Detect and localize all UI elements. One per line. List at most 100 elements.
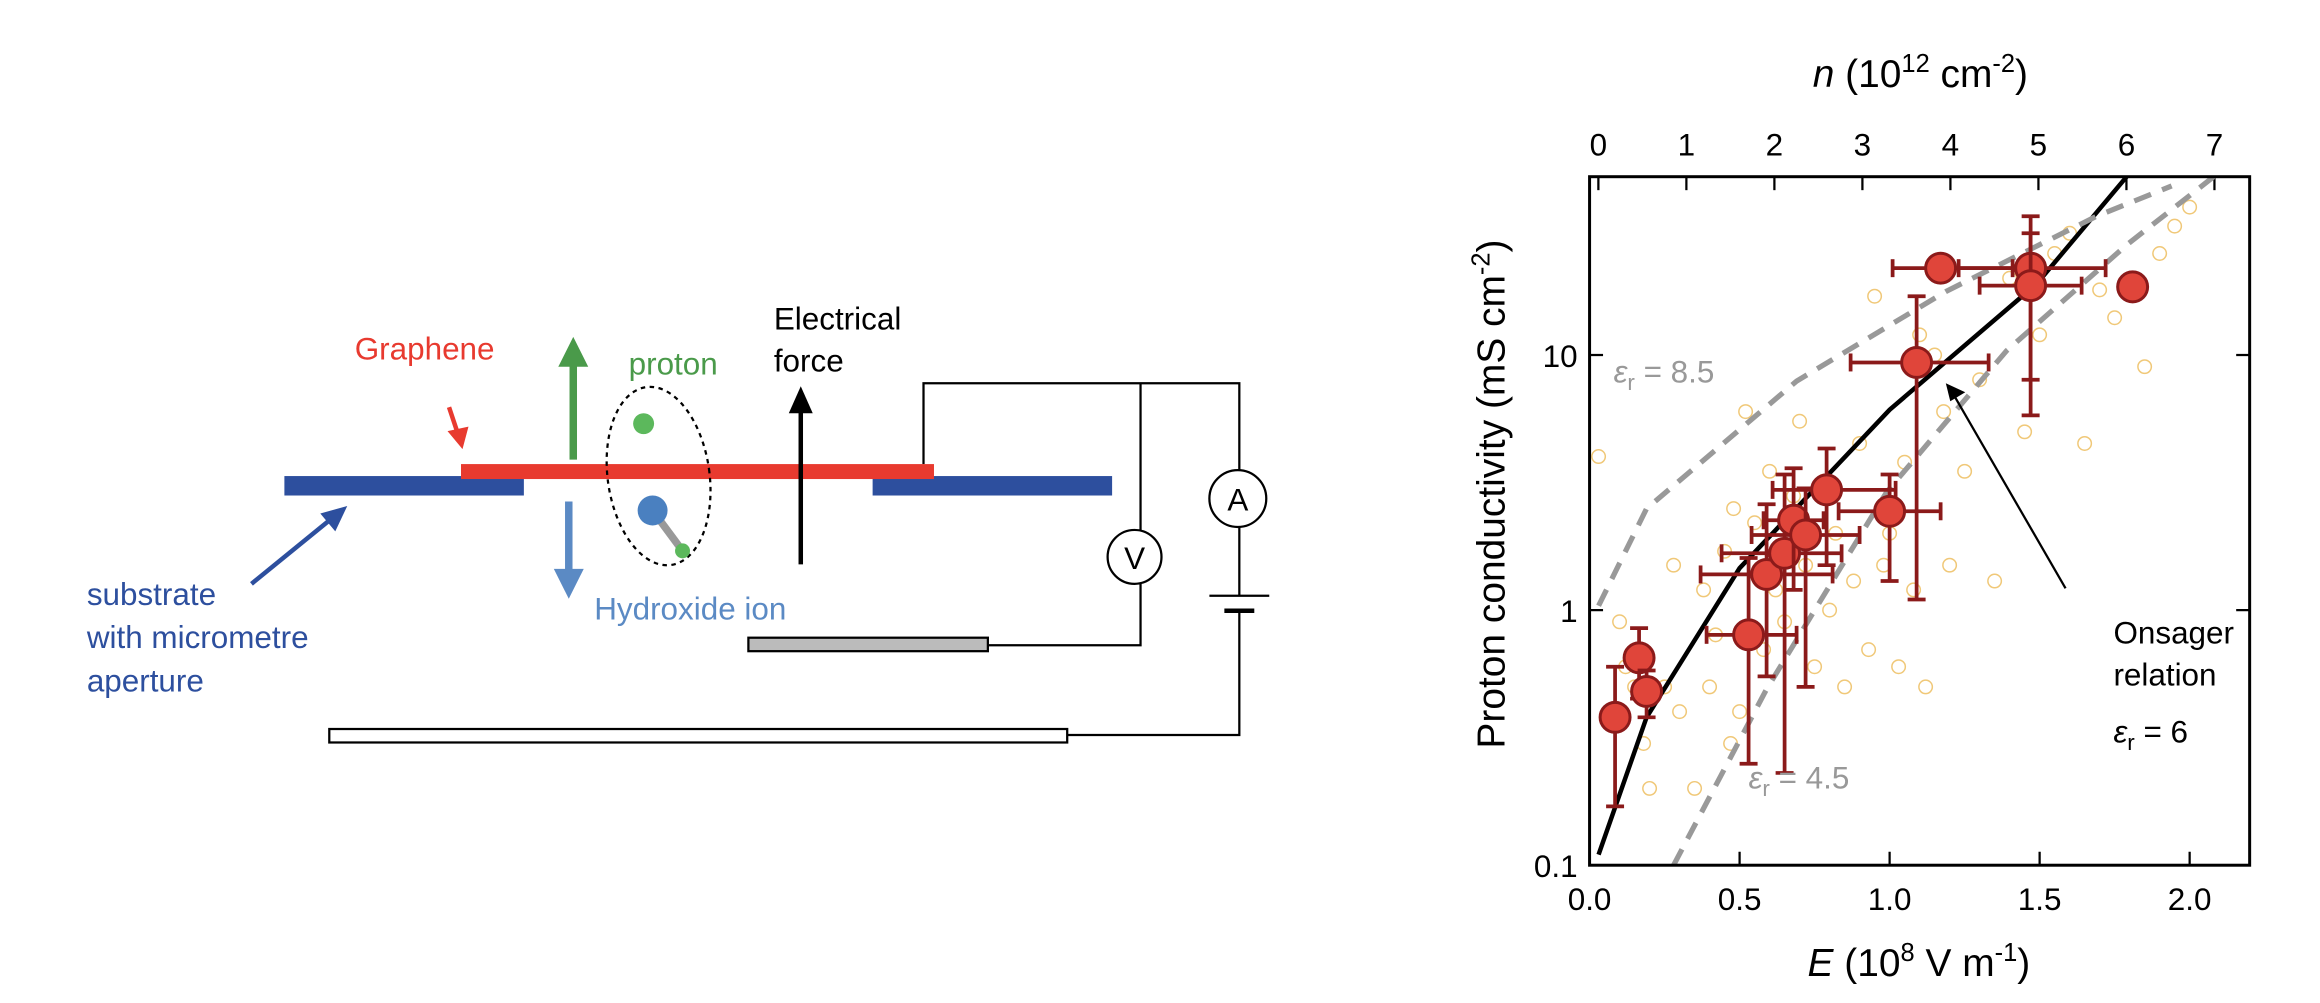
point [1792,413,1808,429]
t: cm [1930,53,1993,96]
hydrogen [675,543,691,559]
point [2182,199,2198,215]
point [1756,642,1772,658]
label: Hydroxide ion [594,592,786,627]
symbol: ε [1749,760,1764,795]
t: E [1807,942,1834,985]
t: -1 [1995,939,2018,967]
text: = 4.5 [1770,760,1850,795]
point [2017,424,2033,440]
plot-frame [1588,175,2252,867]
x-axis-label: E (108 V m-1) [1807,939,2030,985]
x2-axis-label: n (1012 cm-2) [1813,50,2028,96]
x2-tick-label: 2 [1766,128,1783,163]
point [1789,518,1823,552]
t: 8 [1900,939,1914,967]
point [1867,288,1883,304]
electrode [328,727,1069,744]
point [1891,659,1907,675]
text: = 8.5 [1635,355,1715,390]
x2-tick-label: 7 [2206,128,2223,163]
point [1747,515,1763,531]
arrow-head [447,426,469,450]
point [1630,674,1664,708]
symbol: ε [2113,714,2128,749]
t: ) [1470,239,1513,252]
t: ) [2015,53,2028,96]
point [2032,327,2048,343]
x-tick-label: 0.5 [1718,882,1762,917]
arrow-head [788,386,813,414]
curve [1671,176,2216,866]
label: force [774,343,844,378]
arrow-head [553,568,584,599]
point [1900,345,1934,379]
subscript: r [2127,730,2135,755]
annotation: εr = 8.5 [1614,355,1715,395]
point [1906,582,1922,598]
proton [633,413,655,435]
point [2167,218,2183,234]
point [1837,679,1853,695]
x-tick-label: 1.5 [2018,882,2062,917]
voltmeter [1106,528,1163,585]
point [1762,463,1778,479]
oxygen [637,495,668,526]
label: aperture [87,664,204,699]
arrow-head [320,505,348,532]
wire [987,583,1142,647]
point [1738,404,1754,420]
point [2092,282,2108,298]
label: substrate [87,577,216,612]
point [1912,327,1928,343]
substrate [284,476,524,496]
x2-tick-label: 0 [1590,128,1607,163]
point [1612,614,1628,630]
point [1924,251,1958,285]
electrode [747,636,989,653]
substrate [872,476,1113,496]
label: with micrometre [86,620,309,655]
point [2152,246,2168,261]
point [1591,449,1607,465]
point [1732,618,1766,652]
point [1672,704,1688,720]
point [1861,642,1877,658]
point [2077,435,2093,451]
t: (10 [1833,942,1900,985]
subscript: r [1627,370,1635,395]
point [2107,310,2123,326]
t: ) [2017,942,2030,985]
y-tick-label: 10 [1543,339,1578,374]
arrow-head [558,336,589,367]
point [1717,543,1733,559]
y-tick-label: 1 [1560,594,1577,629]
x2-tick-label: 5 [2030,128,2047,163]
t: 12 [1901,50,1929,78]
wire [1067,610,1241,737]
point [1622,641,1656,675]
annotation-arrow [1953,396,2067,589]
x2-tick-label: 6 [2118,128,2135,163]
curve [1596,183,2173,607]
point [2116,270,2150,304]
graphene [461,464,934,480]
point [1873,494,1907,528]
annotation: εr = 6 [2113,714,2188,754]
annotation: εr = 4.5 [1749,760,1850,800]
x-tick-label: 2.0 [2168,882,2212,917]
point [2137,359,2153,375]
point [1726,501,1742,517]
t: Proton conductivity (mS cm [1470,275,1513,749]
point [1918,679,1934,695]
wire [922,382,1241,471]
ammeter [1208,468,1268,529]
x2-tick-label: 1 [1678,128,1695,163]
text: = 6 [2135,714,2188,749]
t: (10 [1834,53,1901,96]
diagram [250,336,1270,744]
t: -2 [1992,50,2015,78]
